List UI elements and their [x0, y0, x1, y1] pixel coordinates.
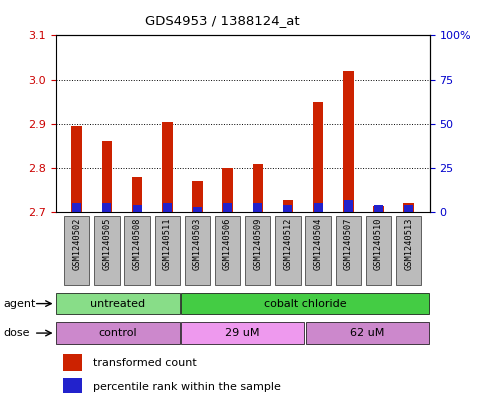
FancyBboxPatch shape: [125, 216, 150, 285]
Bar: [102, 204, 112, 212]
Bar: [181, 293, 429, 314]
FancyBboxPatch shape: [245, 216, 270, 285]
Bar: [403, 204, 414, 212]
Text: GSM1240508: GSM1240508: [132, 218, 142, 270]
Text: GSM1240505: GSM1240505: [102, 218, 112, 270]
Bar: [163, 204, 172, 212]
Bar: [253, 163, 263, 212]
Bar: [132, 205, 142, 212]
FancyBboxPatch shape: [366, 216, 391, 285]
Bar: [344, 200, 353, 212]
Bar: [343, 71, 354, 212]
FancyBboxPatch shape: [396, 216, 421, 285]
FancyBboxPatch shape: [185, 216, 210, 285]
Bar: [374, 205, 383, 212]
Bar: [63, 378, 82, 393]
Bar: [283, 200, 293, 212]
Bar: [192, 181, 203, 212]
Bar: [404, 205, 413, 212]
FancyBboxPatch shape: [306, 216, 331, 285]
Bar: [313, 204, 323, 212]
FancyBboxPatch shape: [336, 216, 361, 285]
Text: 29 uM: 29 uM: [226, 328, 260, 338]
Bar: [253, 204, 262, 212]
Text: GDS4953 / 1388124_at: GDS4953 / 1388124_at: [145, 14, 299, 27]
Bar: [373, 206, 384, 212]
Text: GSM1240512: GSM1240512: [284, 218, 293, 270]
Bar: [101, 141, 112, 212]
Text: cobalt chloride: cobalt chloride: [264, 299, 346, 309]
Text: GSM1240502: GSM1240502: [72, 218, 81, 270]
Text: GSM1240506: GSM1240506: [223, 218, 232, 270]
Bar: [284, 205, 293, 212]
FancyBboxPatch shape: [64, 216, 89, 285]
Text: control: control: [99, 328, 137, 338]
Bar: [222, 168, 233, 212]
Text: agent: agent: [4, 299, 36, 309]
Bar: [63, 354, 82, 371]
Bar: [313, 102, 324, 212]
Text: GSM1240504: GSM1240504: [313, 218, 323, 270]
Bar: [72, 204, 81, 212]
Bar: [71, 126, 82, 212]
Text: GSM1240509: GSM1240509: [253, 218, 262, 270]
Text: transformed count: transformed count: [93, 358, 197, 368]
Text: GSM1240511: GSM1240511: [163, 218, 172, 270]
Bar: [181, 322, 304, 344]
Text: GSM1240510: GSM1240510: [374, 218, 383, 270]
Bar: [56, 322, 180, 344]
Text: GSM1240513: GSM1240513: [404, 218, 413, 270]
Text: 62 uM: 62 uM: [350, 328, 384, 338]
Bar: [56, 293, 180, 314]
Text: GSM1240507: GSM1240507: [344, 218, 353, 270]
FancyBboxPatch shape: [275, 216, 300, 285]
Bar: [223, 204, 232, 212]
Text: GSM1240503: GSM1240503: [193, 218, 202, 270]
FancyBboxPatch shape: [155, 216, 180, 285]
Bar: [132, 177, 142, 212]
Text: untreated: untreated: [90, 299, 145, 309]
FancyBboxPatch shape: [94, 216, 120, 285]
FancyBboxPatch shape: [215, 216, 241, 285]
Text: percentile rank within the sample: percentile rank within the sample: [93, 382, 281, 391]
Bar: [162, 121, 172, 212]
Text: dose: dose: [4, 328, 30, 338]
Bar: [193, 207, 202, 212]
Bar: [306, 322, 429, 344]
